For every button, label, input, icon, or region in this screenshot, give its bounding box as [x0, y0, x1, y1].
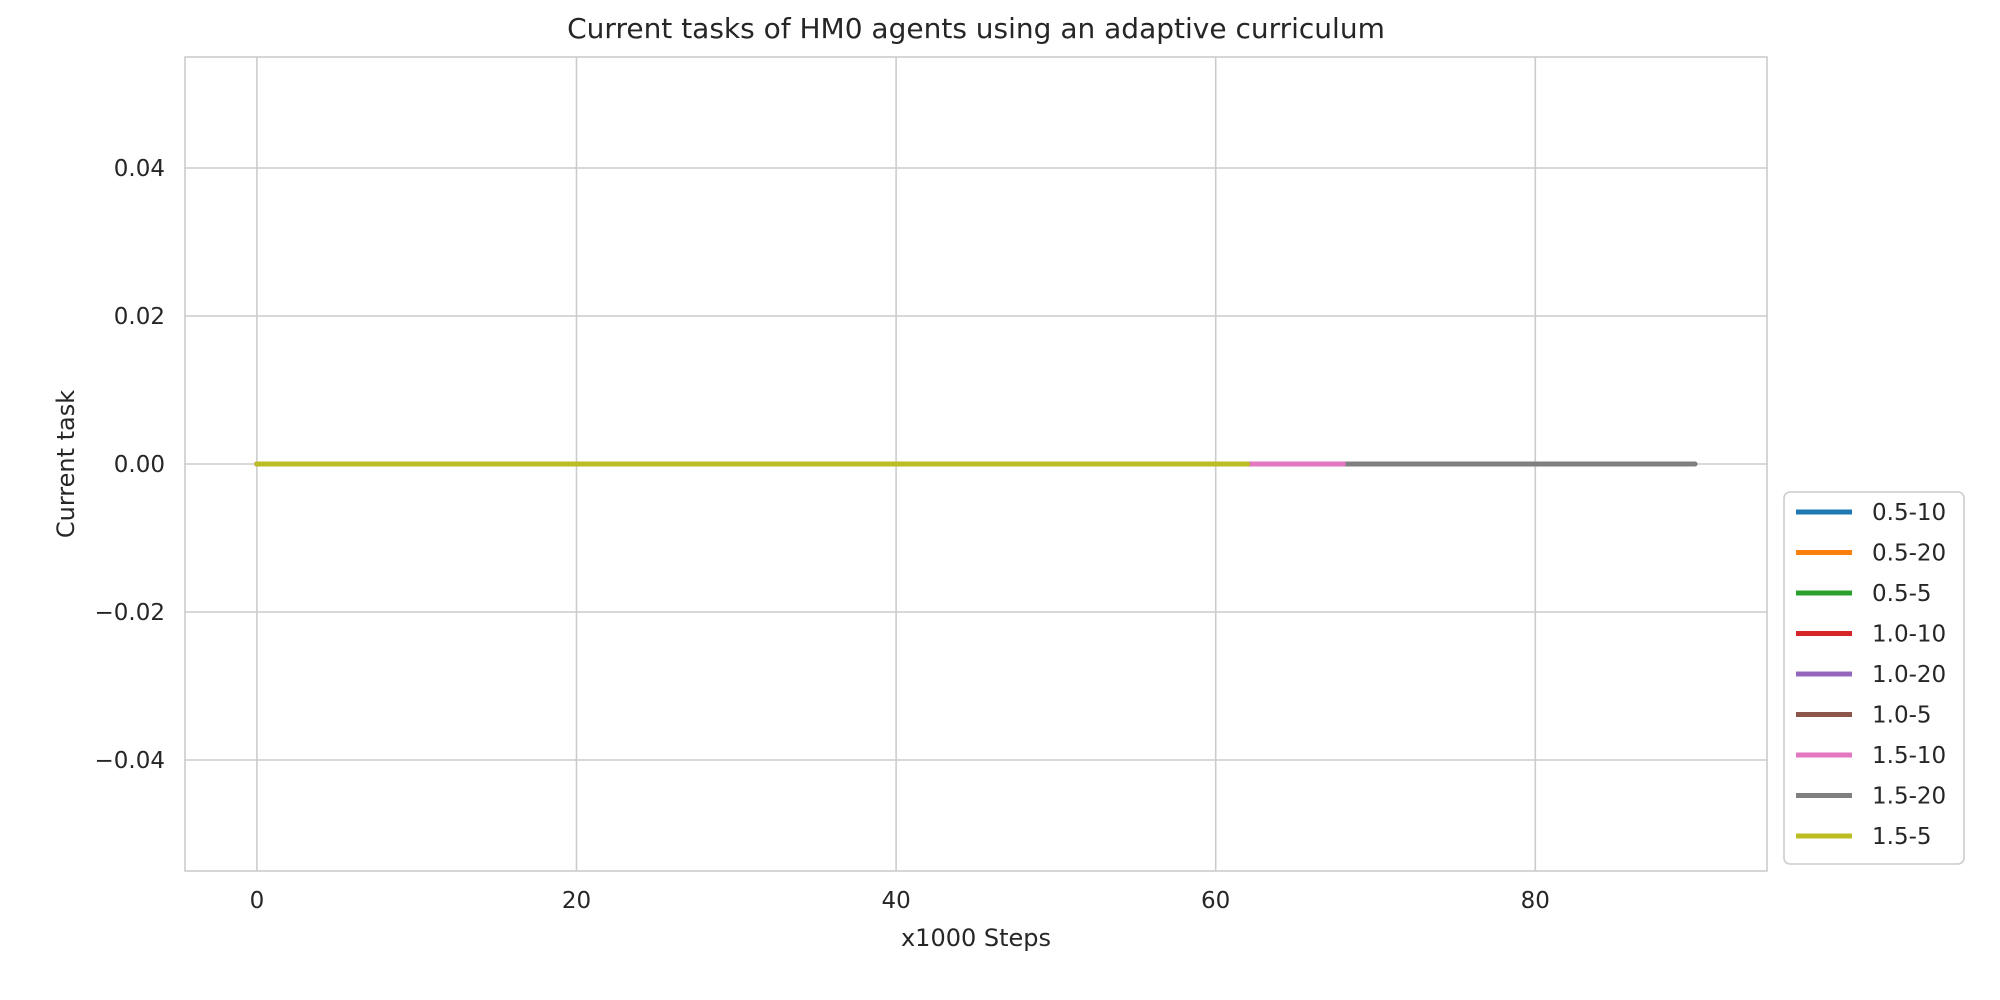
- x-tick-label: 60: [1201, 888, 1230, 914]
- legend-items: 0.5-10 0.5-20 0.5-5 1.0-10 1.0-20 1.0-5 1.5-10…: [1796, 500, 1946, 850]
- legend-label: 1.0-10: [1872, 622, 1946, 648]
- chart-title: Current tasks of HM0 agents using an ada…: [567, 12, 1385, 45]
- legend-label: 1.0-20: [1872, 662, 1946, 688]
- legend-label: 1.5-5: [1872, 824, 1932, 850]
- y-tick-label: 0.04: [114, 156, 165, 182]
- y-tick-label: 0.00: [114, 452, 165, 478]
- legend: 0.5-10 0.5-20 0.5-5 1.0-10 1.0-20 1.0-5 1.5-10…: [1783, 491, 1965, 865]
- tick-layer: 0 20 40 60 80 −0.04 −0.02 0.00 0.02 0.04: [95, 156, 1550, 914]
- legend-box: [1783, 491, 1965, 865]
- x-axis-label: x1000 Steps: [901, 924, 1051, 952]
- legend-label: 0.5-20: [1872, 541, 1946, 567]
- y-axis-label: Current task: [52, 390, 80, 538]
- legend-label: 1.0-5: [1872, 703, 1932, 729]
- plot-frame: [184, 56, 1768, 872]
- y-tick-label: −0.02: [95, 600, 165, 626]
- y-tick-label: −0.04: [95, 748, 165, 774]
- legend-label: 0.5-10: [1872, 500, 1946, 526]
- x-tick-label: 0: [250, 888, 265, 914]
- legend-label: 0.5-5: [1872, 581, 1932, 607]
- x-tick-label: 40: [881, 888, 910, 914]
- legend-label: 1.5-10: [1872, 743, 1946, 769]
- x-tick-label: 80: [1521, 888, 1550, 914]
- legend-label: 1.5-20: [1872, 784, 1946, 810]
- y-tick-label: 0.02: [114, 304, 165, 330]
- x-tick-label: 20: [562, 888, 591, 914]
